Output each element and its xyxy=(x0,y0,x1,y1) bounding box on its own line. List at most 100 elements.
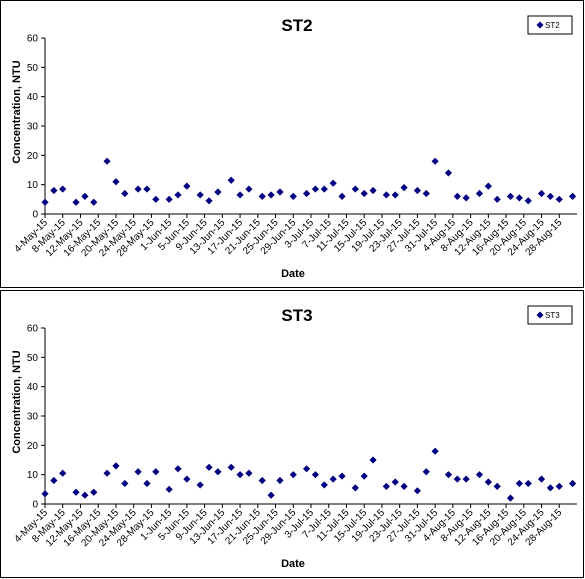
data-point xyxy=(143,185,151,193)
data-point xyxy=(152,468,160,476)
legend: ST2 xyxy=(527,15,573,35)
y-tick-label: 0 xyxy=(32,500,38,511)
data-point xyxy=(50,186,58,195)
data-point xyxy=(227,176,235,184)
y-ticks: 0 10 20 30 40 50 60 xyxy=(27,34,45,221)
chart-title: ST3 xyxy=(281,306,312,325)
y-tick-label: 30 xyxy=(27,122,39,133)
data-point xyxy=(72,198,80,206)
data-point xyxy=(431,447,439,455)
data-point xyxy=(351,484,359,492)
data-point xyxy=(329,475,337,483)
data-point xyxy=(214,188,222,196)
y-tick-label: 50 xyxy=(27,353,39,364)
legend-marker xyxy=(536,311,544,319)
data-point xyxy=(555,195,563,203)
legend: ST3 xyxy=(527,305,573,325)
data-point xyxy=(475,471,484,479)
data-point xyxy=(174,191,182,199)
data-point xyxy=(245,469,253,477)
data-point xyxy=(382,482,390,490)
data-point xyxy=(289,471,297,479)
y-tick-label: 60 xyxy=(27,324,39,335)
y-tick-label: 40 xyxy=(27,92,39,103)
y-tick-label: 50 xyxy=(27,63,39,74)
data-point xyxy=(50,476,58,485)
data-point xyxy=(258,192,266,200)
data-point xyxy=(444,169,453,177)
data-point xyxy=(546,192,554,200)
data-point xyxy=(524,479,532,488)
data-point xyxy=(276,188,284,196)
data-point xyxy=(112,462,120,470)
data-point xyxy=(289,192,297,200)
data-point xyxy=(382,191,390,199)
data-points xyxy=(41,447,577,502)
data-point xyxy=(258,476,266,485)
legend-label: ST3 xyxy=(545,311,560,320)
data-point xyxy=(462,475,470,483)
data-point xyxy=(143,479,151,488)
axes xyxy=(44,328,577,505)
data-point xyxy=(484,478,492,486)
data-point xyxy=(422,468,430,476)
chart-st3: ST3 Concentration, NTU Date ST3 0 10 20 30 4… xyxy=(0,290,584,578)
data-point xyxy=(360,472,368,480)
y-axis-label: Concentration, NTU xyxy=(11,60,23,163)
data-point xyxy=(475,189,484,198)
data-point xyxy=(41,490,49,498)
data-point xyxy=(453,475,461,483)
data-point xyxy=(134,185,142,193)
data-point xyxy=(453,192,461,200)
data-point xyxy=(320,185,328,193)
chart-title: ST2 xyxy=(281,16,312,35)
data-point xyxy=(302,189,311,198)
data-point xyxy=(493,195,501,203)
data-point xyxy=(338,472,346,480)
data-point xyxy=(506,192,515,200)
data-point xyxy=(413,487,421,495)
data-point xyxy=(444,471,453,479)
data-point xyxy=(121,479,129,488)
data-point xyxy=(338,192,346,200)
data-point xyxy=(183,475,191,483)
data-point xyxy=(236,471,244,479)
y-tick-label: 30 xyxy=(27,412,39,423)
data-point xyxy=(524,197,532,205)
y-tick-label: 0 xyxy=(32,210,38,221)
data-point xyxy=(245,185,253,193)
data-point xyxy=(351,185,359,193)
data-point xyxy=(555,482,563,490)
data-point xyxy=(227,463,235,471)
y-axis-label: Concentration, NTU xyxy=(11,350,23,453)
data-point xyxy=(236,191,244,199)
data-point xyxy=(311,185,320,193)
x-ticks: 4-May-158-May-1512-May-1516-May-1520-May… xyxy=(12,214,565,259)
data-point xyxy=(391,191,399,199)
data-point xyxy=(59,469,67,477)
data-point xyxy=(41,198,49,206)
data-point xyxy=(391,478,399,486)
data-point xyxy=(311,471,320,479)
data-point xyxy=(462,194,470,202)
y-tick-label: 20 xyxy=(27,151,39,162)
data-point xyxy=(90,198,98,206)
data-point xyxy=(413,186,421,195)
data-point xyxy=(515,479,523,488)
data-point xyxy=(493,482,501,490)
x-ticks: 4-May-158-May-1512-May-1516-May-1520-May… xyxy=(12,504,565,549)
data-point xyxy=(165,485,173,493)
data-point xyxy=(59,185,67,193)
data-point xyxy=(81,192,89,200)
data-point xyxy=(196,191,204,199)
y-tick-label: 10 xyxy=(27,470,39,481)
data-point xyxy=(112,178,120,186)
data-point xyxy=(183,182,191,190)
data-point xyxy=(174,465,182,473)
legend-marker xyxy=(536,21,544,29)
data-point xyxy=(537,189,546,198)
data-point xyxy=(302,465,311,473)
axes xyxy=(44,38,577,215)
data-point xyxy=(81,491,89,499)
data-point xyxy=(546,484,554,492)
